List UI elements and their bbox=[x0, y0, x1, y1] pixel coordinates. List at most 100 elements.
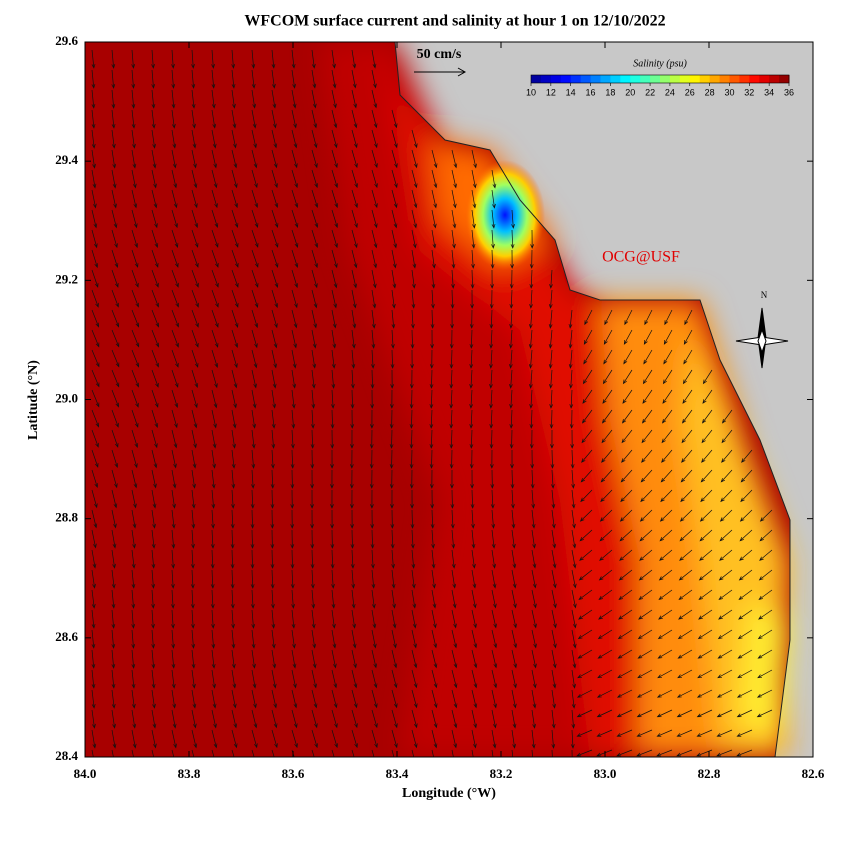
vector bbox=[759, 509, 773, 522]
vector bbox=[759, 529, 773, 542]
vector bbox=[739, 509, 753, 522]
vector bbox=[450, 509, 455, 529]
colorbar-cell bbox=[580, 75, 592, 83]
vector bbox=[371, 749, 375, 757]
vector bbox=[251, 189, 259, 209]
vector bbox=[389, 429, 394, 449]
vector bbox=[491, 549, 496, 569]
vector bbox=[91, 409, 100, 428]
vector bbox=[231, 49, 236, 69]
vector bbox=[391, 569, 396, 589]
vector bbox=[291, 289, 298, 309]
vector bbox=[431, 669, 438, 689]
vector bbox=[469, 329, 474, 349]
vector bbox=[131, 389, 139, 408]
vector bbox=[331, 729, 338, 749]
vector bbox=[330, 529, 335, 549]
vector bbox=[231, 89, 236, 109]
vector bbox=[371, 149, 378, 169]
vector bbox=[429, 469, 434, 489]
vector bbox=[271, 629, 276, 649]
vector bbox=[291, 169, 298, 189]
vector bbox=[350, 549, 355, 569]
vector bbox=[251, 749, 255, 757]
vector bbox=[430, 329, 434, 349]
vector bbox=[191, 749, 195, 757]
vector bbox=[596, 709, 613, 718]
vector bbox=[191, 709, 197, 729]
vector bbox=[91, 109, 96, 129]
vector bbox=[370, 389, 375, 409]
vector bbox=[211, 49, 215, 69]
vector bbox=[603, 349, 613, 365]
colorbar-cell bbox=[620, 75, 631, 83]
vector bbox=[449, 449, 454, 469]
vector bbox=[578, 589, 593, 601]
vector bbox=[91, 469, 99, 489]
vector bbox=[620, 489, 633, 503]
vector bbox=[191, 269, 199, 288]
vector bbox=[430, 489, 435, 509]
vector bbox=[571, 649, 577, 669]
vector bbox=[350, 429, 354, 449]
vector bbox=[270, 509, 275, 529]
vector bbox=[411, 729, 418, 749]
compass: N bbox=[735, 290, 789, 369]
vector bbox=[211, 89, 216, 109]
vector bbox=[759, 549, 773, 561]
vector bbox=[151, 709, 157, 729]
colorbar-tick-label: 26 bbox=[685, 87, 695, 97]
vector bbox=[171, 529, 176, 549]
vector bbox=[529, 389, 533, 409]
x-tick-label: 83.6 bbox=[282, 766, 305, 781]
vector bbox=[569, 369, 573, 389]
vector bbox=[616, 729, 633, 737]
vector bbox=[349, 449, 354, 469]
vector bbox=[431, 189, 437, 209]
colorbar-cell bbox=[739, 75, 750, 83]
vector bbox=[676, 729, 693, 737]
vector bbox=[231, 69, 236, 89]
vector bbox=[549, 409, 554, 429]
vector bbox=[389, 449, 394, 469]
vector bbox=[111, 489, 118, 509]
vector bbox=[291, 229, 299, 248]
vector bbox=[449, 369, 454, 389]
vector bbox=[623, 349, 633, 365]
vector bbox=[271, 109, 277, 129]
vector bbox=[661, 449, 673, 463]
vector bbox=[331, 349, 336, 369]
vector bbox=[531, 489, 536, 509]
vector bbox=[509, 369, 513, 389]
vector bbox=[510, 469, 515, 489]
vector bbox=[551, 629, 557, 649]
vector bbox=[91, 309, 100, 328]
vector bbox=[331, 249, 338, 269]
vector bbox=[509, 349, 513, 369]
vector bbox=[657, 629, 673, 640]
vector bbox=[451, 649, 458, 669]
vector bbox=[511, 209, 515, 229]
vector bbox=[191, 389, 198, 409]
vector bbox=[576, 729, 593, 737]
vector bbox=[151, 729, 157, 749]
vector bbox=[91, 589, 96, 609]
vector bbox=[660, 469, 673, 483]
vector bbox=[91, 489, 98, 509]
vector bbox=[639, 509, 653, 522]
vector bbox=[451, 269, 455, 289]
vector bbox=[551, 549, 557, 569]
vector bbox=[489, 309, 494, 329]
vector bbox=[719, 549, 733, 561]
vector bbox=[571, 549, 577, 569]
vector bbox=[571, 589, 577, 609]
vector bbox=[641, 409, 653, 424]
vector bbox=[311, 689, 318, 709]
vector bbox=[411, 169, 418, 189]
vector bbox=[131, 169, 137, 189]
vector bbox=[291, 609, 296, 629]
scale-arrow bbox=[414, 67, 467, 77]
vector bbox=[350, 409, 355, 429]
vector bbox=[211, 749, 215, 757]
vector bbox=[737, 669, 753, 679]
